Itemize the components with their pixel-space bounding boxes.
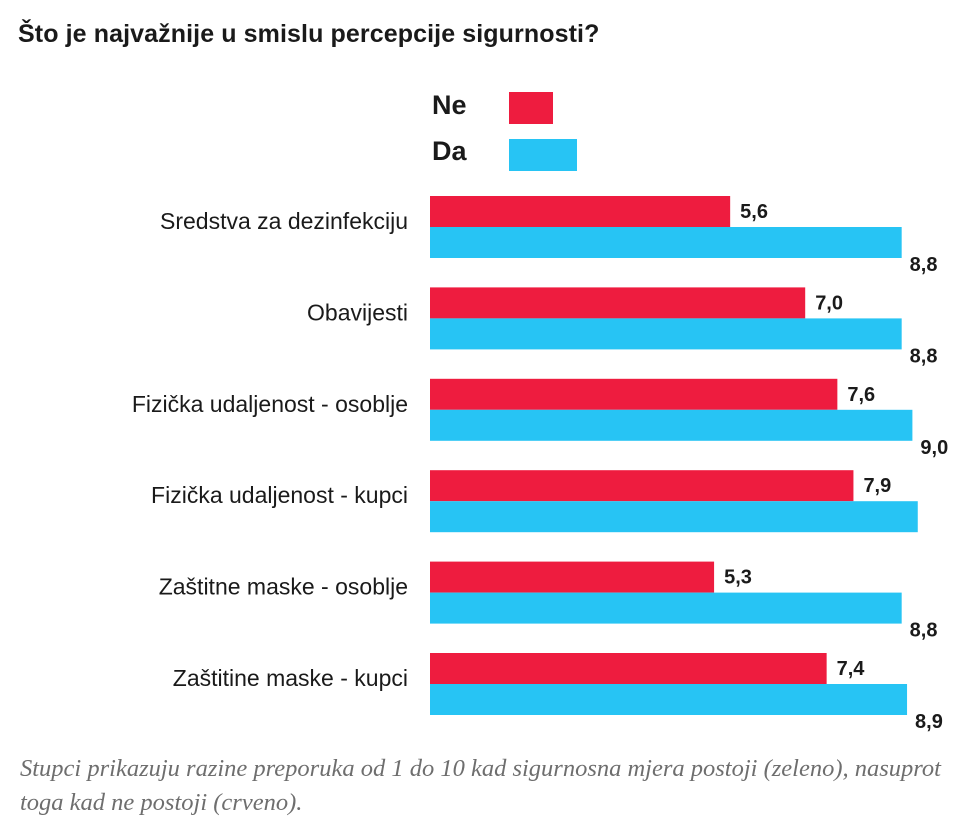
bar-ne-zastitine-maske-kupci [430,653,827,684]
legend-label-da: Da [432,136,467,166]
category-label-zastitne-maske-osoblje: Zaštitne maske - osoblje [159,574,408,600]
legend-label-ne: Ne [432,90,467,120]
category-label-sredstva-za-dezinfekciju: Sredstva za dezinfekciju [160,208,408,234]
value-label-ne-zastitine-maske-kupci: 7,4 [837,658,866,680]
bar-da-fizicka-udaljenost-kupci [430,501,918,533]
bar-da-zastitine-maske-kupci [430,684,908,715]
value-label-ne-sredstva-za-dezinfekciju: 5,6 [740,201,768,223]
value-label-da-obavijesti: 8,8 [910,345,938,367]
value-label-ne-fizicka-udaljenost-osoblje: 7,6 [847,384,875,406]
value-label-da-sredstva-za-dezinfekciju: 8,8 [910,254,938,276]
bar-ne-zastitne-maske-osoblje [430,561,715,593]
bar-ne-sredstva-za-dezinfekciju [430,196,731,227]
bar-ne-fizicka-udaljenost-osoblje [430,378,838,410]
value-label-da-zastitine-maske-kupci: 8,9 [915,711,943,733]
category-label-zastitine-maske-kupci: Zaštitine maske - kupci [173,665,408,691]
value-label-ne-obavijesti: 7,0 [815,292,843,314]
value-label-da-zastitne-maske-osoblje: 8,8 [910,620,938,642]
value-label-ne-zastitne-maske-osoblje: 5,3 [724,567,752,589]
bar-da-obavijesti [430,318,902,350]
bar-chart: Sredstva za dezinfekciju 5,6 8,8 Obavijesti… [132,196,948,733]
bar-da-sredstva-za-dezinfekciju [430,227,902,258]
category-label-fizicka-udaljenost-kupci: Fizička udaljenost - kupci [151,482,408,508]
value-label-da-fizicka-udaljenost-osoblje: 9,0 [920,437,948,459]
bar-da-zastitne-maske-osoblje [430,592,902,624]
chart-footnote: Stupci prikazuju razine preporuka od 1 d… [20,755,941,816]
chart-title: Što je najvažnije u smislu percepcije si… [18,20,600,48]
bar-da-fizicka-udaljenost-osoblje [430,409,913,441]
value-label-ne-fizicka-udaljenost-kupci: 7,9 [863,475,891,497]
bar-ne-obavijesti [430,287,806,319]
legend-swatch-da [509,139,577,171]
category-label-fizicka-udaljenost-osoblje: Fizička udaljenost - osoblje [132,391,408,417]
bar-ne-fizicka-udaljenost-kupci [430,470,854,502]
legend-swatch-ne [509,92,553,124]
category-label-obavijesti: Obavijesti [307,299,408,325]
